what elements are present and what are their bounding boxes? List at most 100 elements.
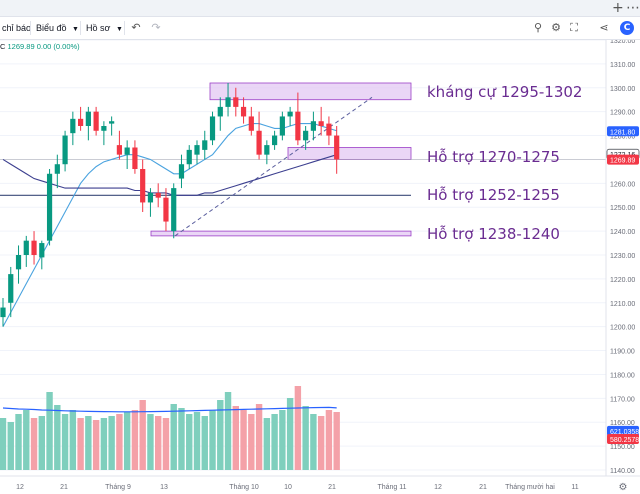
slow-moving-average-line (2, 154, 337, 196)
support-annotation-1: Hỗ trợ 1270-1275 (427, 148, 560, 166)
price-tick-label: 1150.00 (610, 444, 635, 451)
volume-bar (139, 400, 146, 470)
price-badge: 1269.89 (607, 154, 639, 165)
price-badge-background (607, 425, 639, 436)
chevron-down-icon: ▼ (115, 26, 123, 33)
price-zones (0, 82, 606, 237)
price-badge: 621.0358 (607, 425, 639, 436)
candle (124, 140, 130, 169)
volume-bar (302, 406, 309, 470)
price-badge-label: 1269.89 (610, 158, 635, 165)
legend-close-value: 1269.89 (7, 42, 35, 51)
time-tick-label: 10 (284, 484, 292, 491)
price-axis[interactable]: 1320.001310.001300.001290.001280.001270.… (605, 40, 640, 494)
candle (70, 111, 76, 146)
time-tick-label: Tháng 11 (377, 484, 406, 491)
candle (85, 106, 91, 141)
price-badge-label: 621.0358 (610, 429, 639, 436)
volume-bar (131, 410, 139, 470)
candle-body (132, 147, 138, 169)
profile-label: Hồ sơ (86, 23, 111, 33)
price-axis-background (606, 40, 640, 494)
profile-dropdown[interactable]: Hồ sơ ▼ (86, 17, 123, 39)
volume-bar (170, 404, 177, 470)
volume-pane (0, 386, 340, 470)
volume-bar (100, 418, 108, 470)
candle-body (202, 140, 208, 150)
candle (101, 121, 107, 146)
time-axis[interactable]: 12 21 Tháng 9 13 Tháng 10 10 21 Tháng 11 12 21 Thá… (0, 475, 640, 494)
candle-body (155, 192, 161, 198)
trend-line (174, 96, 373, 237)
candle (264, 140, 270, 165)
support-zone-3 (150, 230, 412, 237)
price-badge-label: 580.2578 (610, 437, 639, 444)
volume-bar (279, 410, 286, 470)
time-tick-label: 12 (16, 484, 24, 491)
candle (23, 235, 29, 267)
settings-icon[interactable]: ⚙ (551, 21, 561, 34)
indicators-button[interactable]: chỉ báo (2, 17, 31, 39)
volume-bar (333, 412, 340, 470)
candle-body (310, 121, 316, 131)
candle (109, 116, 115, 136)
support-annotation-2: Hỗ trợ 1252-1255 (427, 186, 560, 204)
candle-body (15, 255, 22, 270)
candle-body (101, 126, 107, 131)
candle-body (124, 147, 130, 155)
toolbar-divider (80, 21, 81, 35)
share-icon[interactable]: ⋖ (599, 21, 609, 34)
candle (140, 159, 146, 212)
candle-body (109, 121, 115, 124)
price-tick-label: 1230.00 (610, 253, 635, 260)
chart-type-label: Biểu đồ (36, 23, 67, 33)
time-tick-label: 21 (60, 484, 68, 491)
volume-bar (147, 414, 154, 470)
indicators-label: chỉ báo (2, 23, 32, 33)
undo-icon[interactable]: ↶ (131, 21, 141, 34)
add-tab-icon[interactable]: + (612, 0, 624, 16)
candle-body (23, 240, 29, 255)
price-tick-label: 1210.00 (610, 301, 635, 308)
candlestick-series (0, 83, 340, 327)
candle (186, 145, 192, 169)
candle-body (287, 111, 293, 117)
candle (171, 183, 177, 239)
candle (8, 266, 14, 318)
price-badge-background (607, 154, 639, 165)
candle (334, 126, 340, 174)
candle (132, 140, 138, 174)
candle (240, 97, 247, 124)
fullscreen-icon[interactable]: ⛶ (570, 21, 578, 34)
volume-bar (85, 416, 92, 470)
candle-body (256, 130, 262, 155)
candle-body (248, 116, 254, 131)
volume-bar (209, 410, 216, 470)
candle (15, 245, 22, 284)
support-zone-1 (287, 147, 412, 160)
volume-bar (0, 418, 7, 470)
volume-bar (178, 408, 185, 470)
axis-settings-icon[interactable]: ⚙ (619, 482, 628, 493)
price-badge-label: 1281.80 (610, 129, 635, 136)
search-icon[interactable]: ⚲ (533, 21, 543, 34)
price-tick-label: 1240.00 (610, 229, 635, 236)
time-tick-label: 21 (328, 484, 336, 491)
chart-type-dropdown[interactable]: Biểu đồ ▼ (36, 17, 79, 39)
resistance-zone (209, 82, 412, 101)
more-options-icon[interactable]: ⋯ (626, 0, 640, 16)
candle-body (46, 173, 53, 241)
time-tick-label: 11 (571, 484, 578, 491)
redo-icon[interactable]: ↷ (151, 21, 161, 34)
volume-bar (201, 416, 208, 470)
candle-body (85, 111, 91, 126)
candle (225, 83, 231, 117)
candle (62, 130, 68, 172)
candle (295, 92, 301, 146)
volume-bar (116, 414, 123, 470)
toolbar-divider (30, 21, 31, 35)
price-chart[interactable]: 1320.001310.001300.001290.001280.001270.… (0, 40, 640, 494)
candle-body (116, 145, 122, 155)
candle (163, 188, 169, 232)
